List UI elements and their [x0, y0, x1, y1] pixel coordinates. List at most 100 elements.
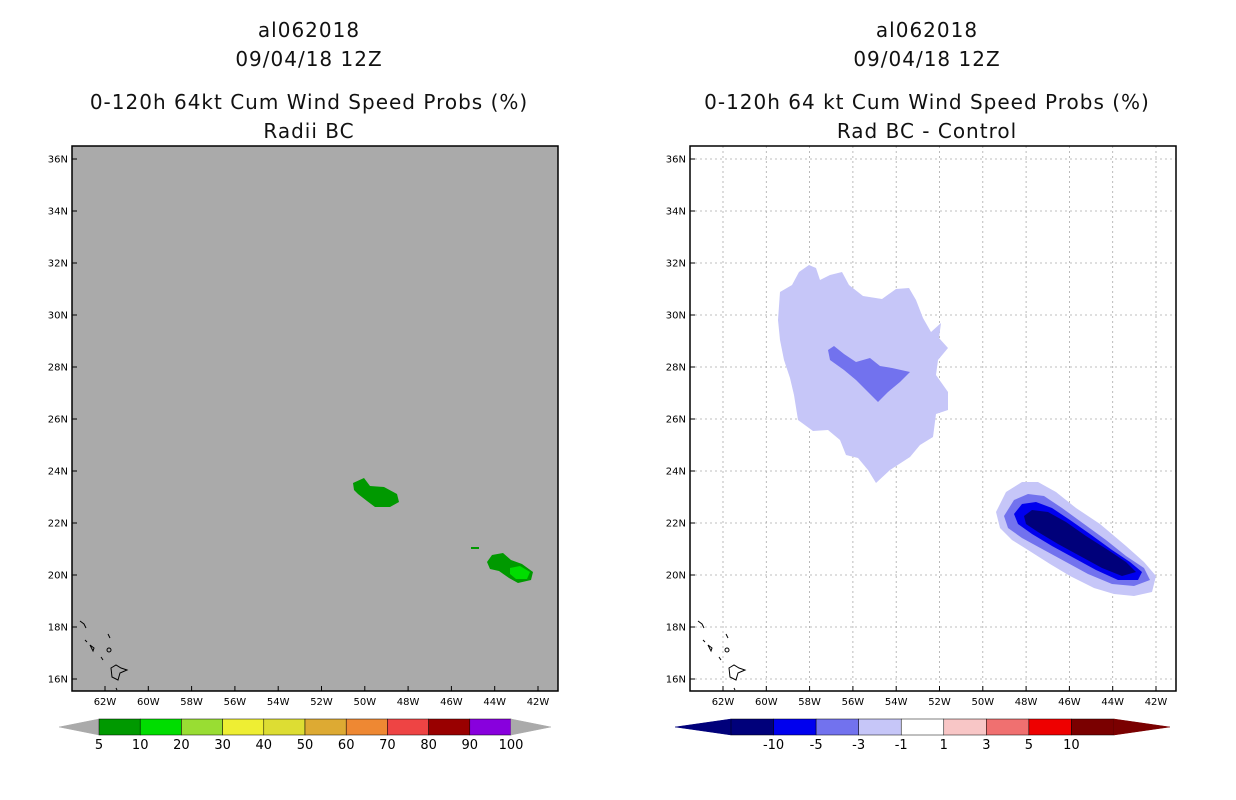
left-lat-axis: 36N 34N 32N 30N 28N 26N 24N 22N 20N 18N 16N [48, 155, 77, 686]
lon-tick-label: 42W [527, 697, 550, 708]
left-map-panel: al062018 09/04/18 12Z 0-120h 64kt Cum Wi… [48, 18, 559, 753]
lon-tick-label: 56W [224, 697, 247, 708]
left-storm-id: al062018 [257, 18, 361, 42]
prob-region-central [353, 478, 399, 507]
lat-tick-label: 30N [48, 311, 68, 322]
lat-tick-label: 22N [666, 519, 686, 530]
colorbar-label: 40 [256, 738, 273, 753]
right-grid-lines [690, 146, 1176, 691]
lon-tick-label: 60W [755, 697, 778, 708]
right-datetime: 09/04/18 12Z [853, 47, 1001, 71]
lat-tick-label: 32N [666, 259, 686, 270]
lat-tick-label: 34N [48, 207, 68, 218]
lon-tick-label: 44W [1101, 697, 1124, 708]
colorbar-swatch [139, 718, 182, 736]
colorbar-right-arrow [510, 718, 552, 736]
colorbar-right-arrow [1113, 718, 1171, 736]
right-map-subtitle: Rad BC - Control [836, 119, 1018, 143]
lat-tick-label: 20N [48, 571, 68, 582]
lon-tick-label: 44W [483, 697, 506, 708]
left-map-subtitle: Radii BC [263, 119, 355, 143]
lat-tick-label: 36N [666, 155, 686, 166]
lat-tick-label: 20N [666, 571, 686, 582]
lon-tick-label: 58W [180, 697, 203, 708]
colorbar-label: 5 [95, 738, 103, 753]
lat-tick-label: 24N [48, 467, 68, 478]
lat-tick-label: 18N [666, 623, 686, 634]
colorbar-swatch [263, 718, 306, 736]
colorbar-label: -1 [895, 738, 908, 753]
colorbar-label: 30 [214, 738, 231, 753]
lon-tick-label: 50W [971, 697, 994, 708]
prob-region-fragment [471, 547, 479, 549]
right-map-panel: al062018 09/04/18 12Z 0-120h 64 kt Cum W… [618, 0, 1236, 800]
colorbar-label: 90 [462, 738, 479, 753]
lon-tick-label: 48W [1015, 697, 1038, 708]
lon-tick-label: 52W [928, 697, 951, 708]
lon-tick-label: 50W [353, 697, 376, 708]
colorbar-label: 5 [1025, 738, 1033, 753]
lon-tick-label: 62W [94, 697, 117, 708]
colorbar-label: 1 [940, 738, 948, 753]
colorbar-label: 10 [1063, 738, 1080, 753]
lon-tick-label: 60W [137, 697, 160, 708]
colorbar-swatch [222, 718, 265, 736]
colorbar-label: 50 [297, 738, 314, 753]
prob-region-southeast-inner [510, 566, 530, 579]
left-map-title: 0-120h 64kt Cum Wind Speed Probs (%) [89, 90, 529, 114]
lat-tick-label: 26N [48, 415, 68, 426]
lat-tick-label: 28N [48, 363, 68, 374]
lat-tick-label: 36N [48, 155, 68, 166]
colorbar-swatch [428, 718, 471, 736]
diff-region-south-peak [1024, 510, 1136, 576]
lat-tick-label: 30N [666, 311, 686, 322]
colorbar-swatch [858, 718, 902, 736]
lon-tick-label: 46W [440, 697, 463, 708]
lat-tick-label: 34N [666, 207, 686, 218]
colorbar-swatch [469, 718, 512, 736]
colorbar-swatch [387, 718, 429, 736]
lon-tick-label: 56W [842, 697, 865, 708]
colorbar-swatch [773, 718, 817, 736]
right-map-title: 0-120h 64 kt Cum Wind Speed Probs (%) [704, 90, 1150, 114]
lat-tick-label: 18N [48, 623, 68, 634]
colorbar-swatch [98, 718, 141, 736]
colorbar-label: 70 [379, 738, 396, 753]
lat-tick-label: 16N [48, 675, 68, 686]
colorbar-label: 20 [173, 738, 190, 753]
colorbar-swatch [730, 718, 774, 736]
left-islands-outline [79, 620, 129, 691]
left-map-background [72, 146, 558, 691]
right-islands-outline [697, 620, 747, 691]
lat-tick-label: 28N [666, 363, 686, 374]
lat-tick-label: 24N [666, 467, 686, 478]
diff-region-north-mid [828, 346, 910, 402]
colorbar-left-arrow [674, 718, 732, 736]
right-lat-axis: 36N 34N 32N 30N 28N 26N 24N 22N 20N 18N 16N [666, 155, 695, 686]
right-lon-axis: 62W 60W 58W 56W 54W 52W 50W 48W 46W 44W 42W [712, 686, 1167, 708]
lon-tick-label: 52W [310, 697, 333, 708]
lat-tick-label: 26N [666, 415, 686, 426]
colorbar-label: -3 [852, 738, 865, 753]
colorbar-label: -5 [810, 738, 823, 753]
colorbar-left-arrow [58, 718, 100, 736]
colorbar-swatch [986, 718, 1030, 736]
colorbar-label: 60 [338, 738, 355, 753]
left-colorbar: 5 10 20 30 40 50 60 70 80 90 100 [58, 718, 552, 753]
colorbar-swatch [900, 718, 945, 736]
right-map-svg: 36N 34N 32N 30N 28N 26N 24N 22N 20N 18N 16N 62W 60W… [666, 145, 1177, 753]
colorbar-label: 10 [132, 738, 149, 753]
colorbar-swatch [345, 718, 388, 736]
lon-tick-label: 54W [267, 697, 290, 708]
left-datetime: 09/04/18 12Z [235, 47, 383, 71]
lat-tick-label: 32N [48, 259, 68, 270]
colorbar-label: 100 [499, 738, 524, 753]
lon-tick-label: 48W [397, 697, 420, 708]
colorbar-swatch [815, 718, 859, 736]
colorbar-swatch [943, 718, 987, 736]
colorbar-swatch [181, 718, 223, 736]
lon-tick-label: 46W [1058, 697, 1081, 708]
lat-tick-label: 22N [48, 519, 68, 530]
left-lon-axis: 62W 60W 58W 56W 54W 52W 50W 48W 46W 44W 42W [94, 686, 550, 708]
colorbar-swatch [1028, 718, 1072, 736]
